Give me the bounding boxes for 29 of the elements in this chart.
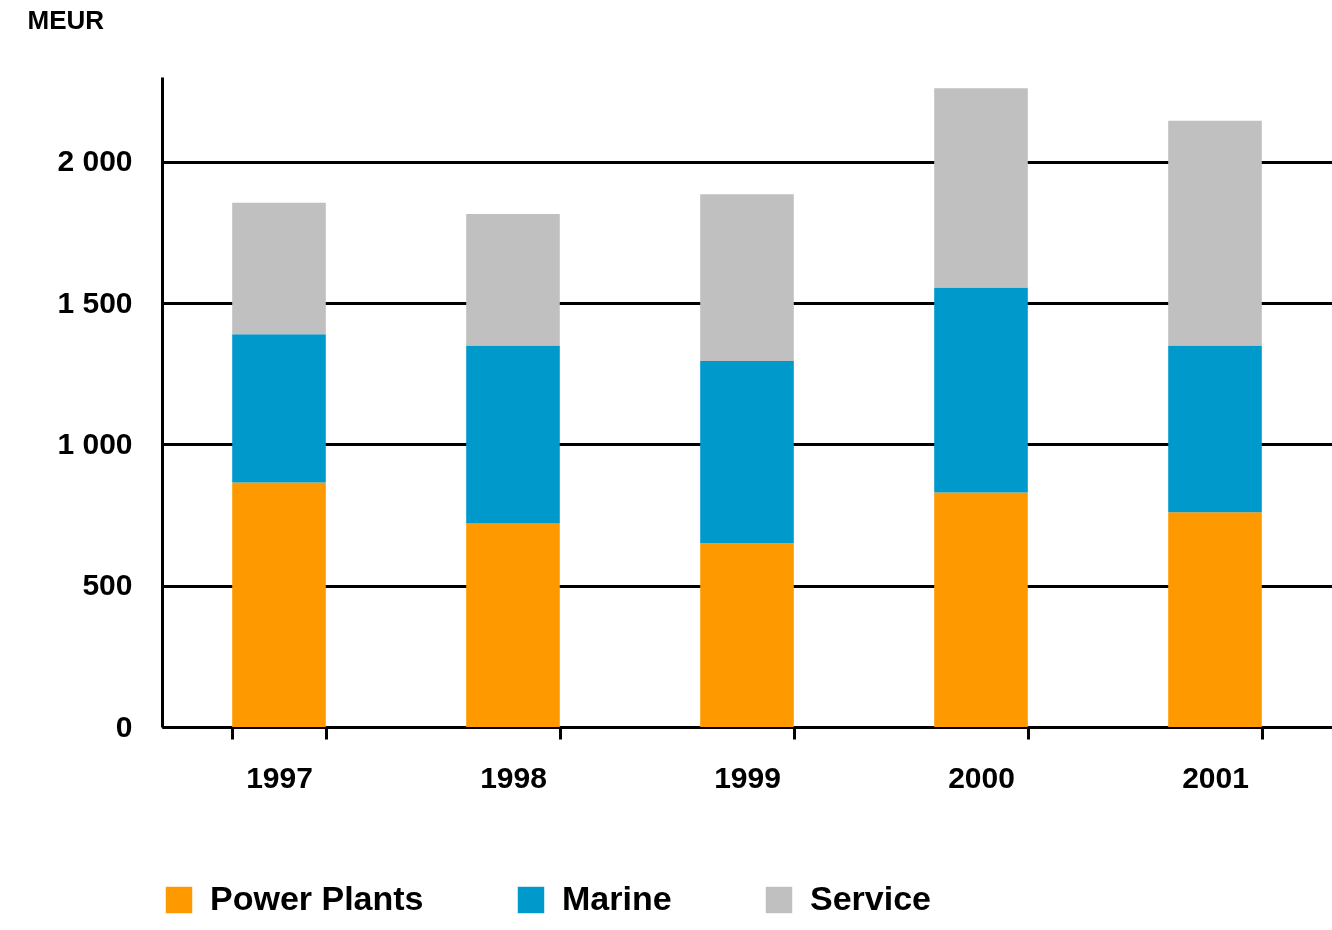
y-tick-label: 2 000 <box>57 144 133 178</box>
x-tick-label: 1997 <box>246 760 313 794</box>
y-tick-label: 1 500 <box>57 285 133 319</box>
legend-label: Power Plants <box>210 879 424 917</box>
bar <box>232 202 326 335</box>
y-tick-label: 1 000 <box>57 426 133 460</box>
legend-label: Service <box>810 879 931 917</box>
x-tick-label: 2001 <box>1182 760 1249 794</box>
bar <box>1168 120 1262 346</box>
bar <box>466 523 560 727</box>
bar <box>466 214 560 346</box>
y-tick-label: 500 <box>82 568 133 602</box>
legend-label: Marine <box>562 879 672 917</box>
y-axis-title: MEUR <box>27 4 105 35</box>
bar <box>1168 512 1262 727</box>
bar <box>934 88 1028 288</box>
bar <box>466 345 560 524</box>
bar <box>700 543 794 727</box>
bar <box>1168 345 1262 513</box>
y-tick-label: 0 <box>115 709 133 743</box>
x-tick-label: 1998 <box>480 760 547 794</box>
bar <box>232 482 326 727</box>
bar <box>700 361 794 544</box>
bar <box>232 334 326 483</box>
bar <box>934 287 1028 493</box>
x-tick-label: 2000 <box>948 760 1015 794</box>
bar <box>934 492 1028 727</box>
x-tick-label: 1999 <box>714 760 781 794</box>
bar <box>700 194 794 362</box>
